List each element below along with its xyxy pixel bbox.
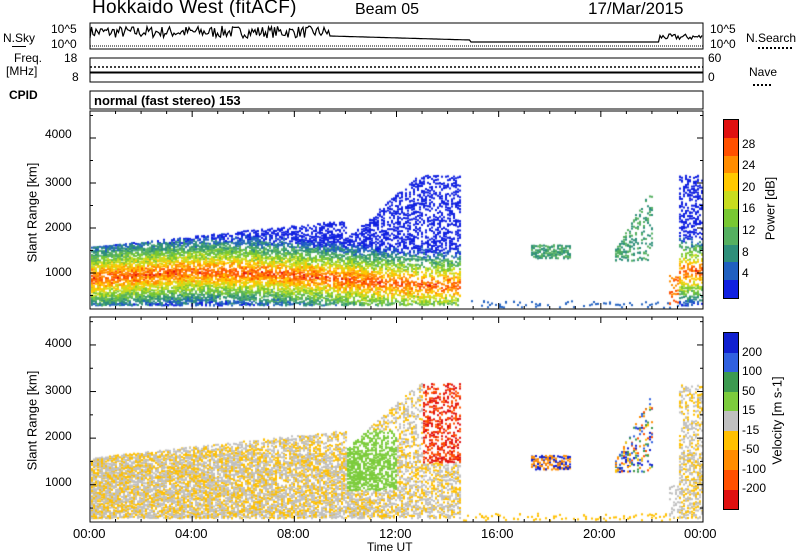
noise-sky-key-line — [12, 46, 26, 47]
power-cb-tick-16: 16 — [742, 201, 756, 215]
freq-unit-label: [MHz] — [6, 64, 38, 78]
colorbar-segment — [724, 280, 738, 298]
time-tick-6: 00:00 — [684, 526, 717, 541]
colorbar-segment — [724, 430, 738, 451]
noise-right-tick-top: 10^5 — [710, 22, 736, 36]
colorbar-segment — [724, 173, 738, 192]
colorbar-segment — [724, 352, 738, 373]
time-tick-0: 00:00 — [73, 526, 106, 541]
colorbar-segment — [724, 372, 738, 392]
time-tick-5: 20:00 — [583, 526, 616, 541]
beam-title: Beam 05 — [355, 1, 420, 18]
power-y-tick-4000: 4000 — [45, 127, 72, 141]
cpid-panel-frame — [89, 90, 704, 110]
time-tick-4: 16:00 — [481, 526, 514, 541]
nave-label: Nave — [749, 65, 778, 79]
power-cb-tick-4: 4 — [742, 266, 749, 280]
time-tick-1: 04:00 — [175, 526, 208, 541]
velocity-y-tick-4000: 4000 — [45, 336, 72, 350]
power-colorbar-label: Power [dB] — [762, 176, 778, 241]
power-y-tick-2000: 2000 — [45, 220, 72, 234]
freq-left-tick-top: 18 — [64, 51, 78, 65]
colorbar-segment — [724, 262, 738, 281]
velocity-cb-tick-100: 100 — [742, 364, 763, 378]
freq-left-tick-bottom: 8 — [72, 70, 79, 84]
velocity-y-tick-1000: 1000 — [45, 475, 72, 489]
station-title: Hokkaido West (fitACF) — [92, 0, 297, 18]
colorbar-segment — [724, 137, 738, 156]
velocity-cb-tick-neg15: -15 — [742, 423, 760, 437]
freq-label: Freq. — [14, 51, 43, 65]
time-axis-label: Time UT — [367, 540, 413, 554]
colorbar-segment — [724, 411, 738, 431]
velocity-colorbar-label: Velocity [m s-1] — [769, 376, 785, 465]
noise-panel-frame — [89, 22, 704, 50]
velocity-colorbar — [723, 332, 739, 510]
velocity-heatmap — [91, 318, 703, 522]
colorbar-segment — [724, 155, 738, 174]
freq-panel-frame — [89, 57, 704, 83]
cpid-text: normal (fast stereo) 153 — [94, 93, 241, 108]
velocity-cb-tick-neg50: -50 — [742, 442, 760, 456]
power-cb-tick-8: 8 — [742, 245, 749, 259]
velocity-y-tick-3000: 3000 — [45, 383, 72, 397]
noise-search-label: N.Search — [746, 31, 797, 45]
power-cb-tick-12: 12 — [742, 223, 756, 237]
colorbar-segment — [724, 391, 738, 412]
power-cb-tick-28: 28 — [742, 137, 756, 151]
velocity-cb-tick-200: 200 — [742, 345, 763, 359]
power-cb-tick-24: 24 — [742, 158, 756, 172]
colorbar-segment — [724, 191, 738, 210]
noise-sky-label: N.Sky — [3, 31, 36, 45]
nave-key-line — [753, 84, 771, 86]
velocity-y-axis-label: Slant Range [km] — [24, 370, 40, 471]
noise-left-tick-top: 10^5 — [51, 22, 77, 36]
colorbar-segment — [724, 120, 738, 138]
velocity-cb-tick-50: 50 — [742, 384, 756, 398]
cpid-label: CPID — [9, 88, 38, 102]
noise-search-key-line — [758, 47, 792, 49]
freq-right-tick-top: 60 — [708, 51, 722, 65]
power-y-axis-label: Slant Range [km] — [24, 162, 40, 263]
colorbar-segment — [724, 469, 738, 490]
power-y-tick-1000: 1000 — [45, 265, 72, 279]
velocity-y-tick-2000: 2000 — [45, 429, 72, 443]
noise-left-tick-bottom: 10^0 — [51, 37, 77, 51]
time-tick-3: 12:00 — [379, 526, 412, 541]
colorbar-segment — [724, 333, 738, 353]
noise-right-tick-bottom: 10^0 — [710, 37, 736, 51]
colorbar-segment — [724, 489, 738, 510]
colorbar-segment — [724, 450, 738, 470]
colorbar-segment — [724, 209, 738, 227]
noise-sky-trace — [89, 24, 703, 47]
colorbar-segment — [724, 244, 738, 263]
velocity-cb-tick-neg200: -200 — [742, 481, 767, 495]
power-heatmap — [91, 112, 703, 309]
colorbar-segment — [724, 226, 738, 245]
velocity-cb-tick-neg100: -100 — [742, 462, 767, 476]
date-title: 17/Mar/2015 — [588, 0, 684, 18]
power-colorbar — [723, 119, 739, 299]
power-y-tick-3000: 3000 — [45, 175, 72, 189]
power-cb-tick-20: 20 — [742, 180, 756, 194]
velocity-cb-tick-15: 15 — [742, 403, 756, 417]
freq-right-tick-bottom: 0 — [708, 70, 715, 84]
time-tick-2: 08:00 — [277, 526, 310, 541]
